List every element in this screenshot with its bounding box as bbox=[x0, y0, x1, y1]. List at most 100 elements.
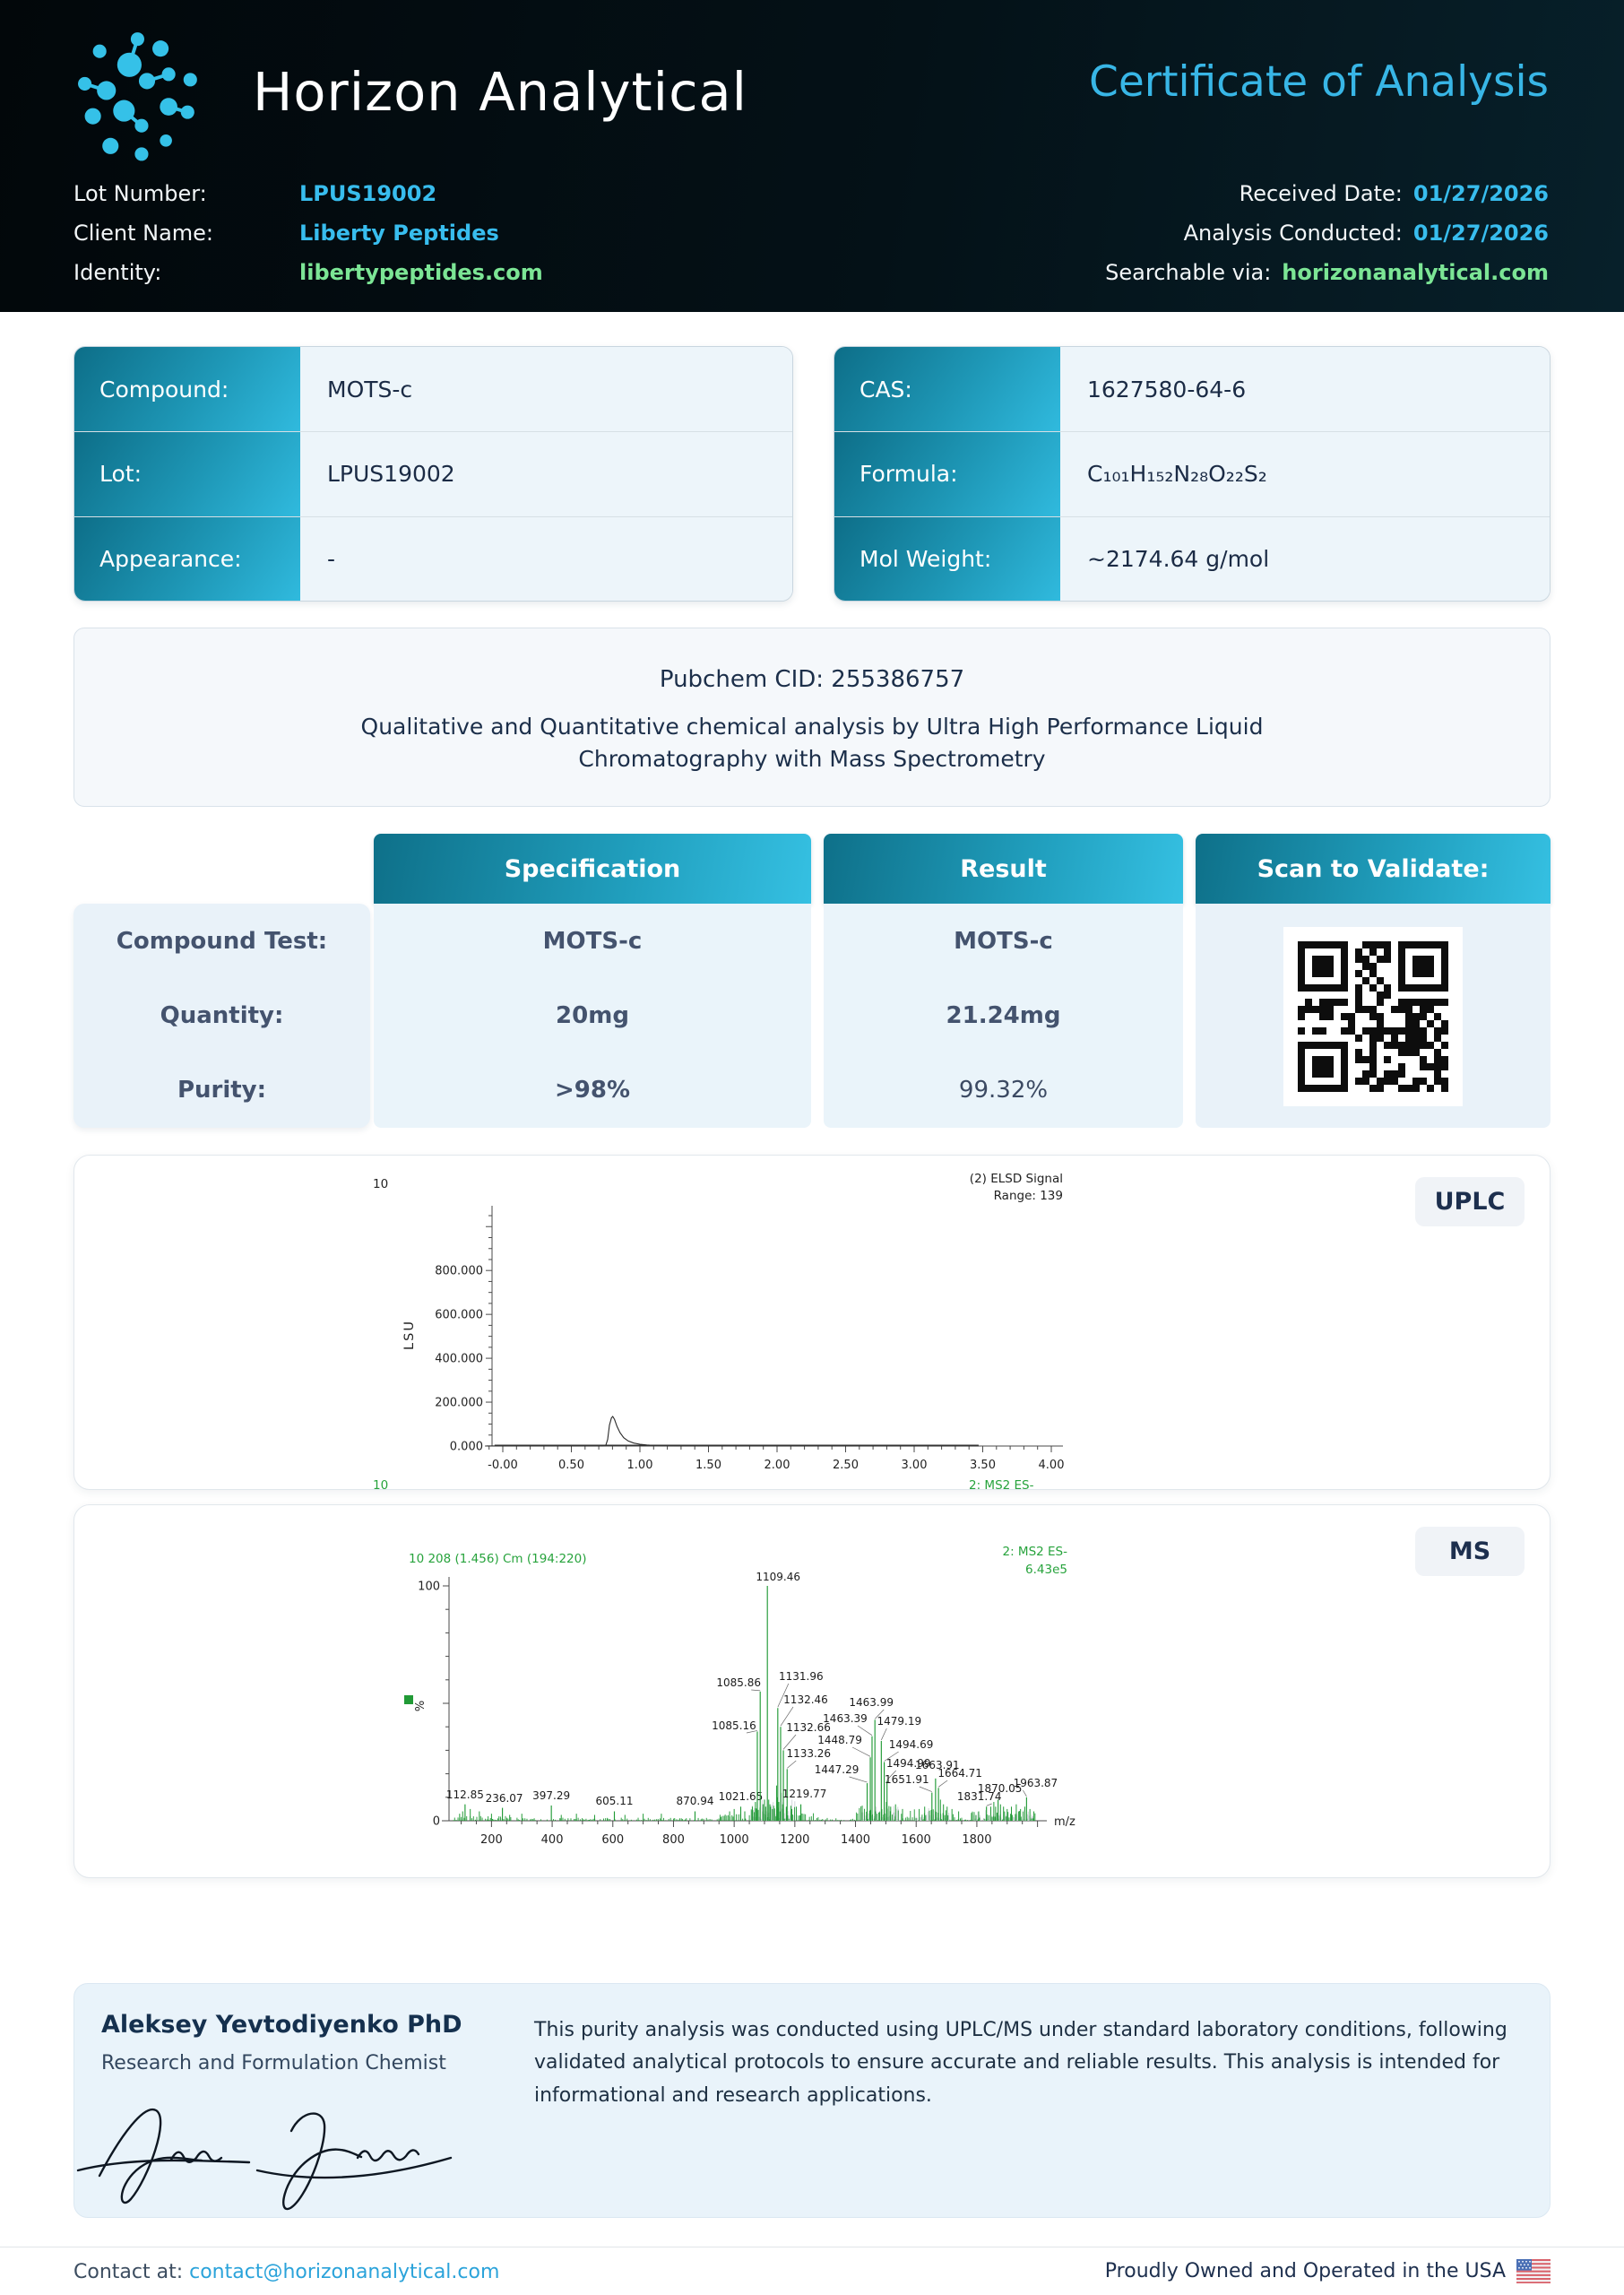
svg-text:LSU: LSU bbox=[402, 1320, 417, 1350]
svg-text:2.50: 2.50 bbox=[833, 1459, 859, 1472]
svg-text:1663.91: 1663.91 bbox=[915, 1759, 960, 1771]
svg-text:600.000: 600.000 bbox=[435, 1309, 483, 1322]
received-date-value: 01/27/2026 bbox=[1412, 181, 1549, 206]
svg-text:1200: 1200 bbox=[780, 1833, 809, 1847]
contact-email-link[interactable]: contact@horizonanalytical.com bbox=[189, 2261, 500, 2283]
svg-text:3.50: 3.50 bbox=[970, 1459, 996, 1472]
svg-text:10: 10 bbox=[373, 1177, 388, 1191]
header: Horizon Analytical Certificate of Analys… bbox=[0, 0, 1624, 312]
svg-text:200: 200 bbox=[480, 1833, 503, 1847]
lot-number-row: Lot Number: LPUS19002 bbox=[73, 174, 543, 213]
pubchem-box: Pubchem CID: 255386757 Qualitative and Q… bbox=[73, 628, 1551, 807]
spec-purity: >98% bbox=[554, 1077, 631, 1104]
validation-qr-code bbox=[1283, 927, 1463, 1106]
svg-text:1132.66: 1132.66 bbox=[786, 1721, 831, 1734]
svg-text:1651.91: 1651.91 bbox=[885, 1773, 929, 1786]
svg-text:1494.69: 1494.69 bbox=[889, 1738, 934, 1751]
svg-text:4.00: 4.00 bbox=[1039, 1459, 1065, 1472]
analysis-date-row: Analysis Conducted: 01/27/2026 bbox=[1105, 213, 1549, 253]
svg-text:1109.46: 1109.46 bbox=[756, 1571, 800, 1583]
svg-text:2: MS2 ES-: 2: MS2 ES- bbox=[1003, 1545, 1068, 1559]
appearance-label: Appearance: bbox=[74, 516, 300, 601]
svg-text:1133.26: 1133.26 bbox=[786, 1747, 831, 1760]
cas-value: 1627580-64-6 bbox=[1060, 347, 1550, 432]
svg-text:1131.96: 1131.96 bbox=[779, 1670, 824, 1683]
svg-text:1463.99: 1463.99 bbox=[849, 1696, 894, 1709]
mol-weight-label: Mol Weight: bbox=[834, 516, 1060, 601]
svg-text:-0.00: -0.00 bbox=[488, 1459, 518, 1472]
svg-text:1132.46: 1132.46 bbox=[783, 1693, 828, 1706]
formula-label: Formula: bbox=[834, 432, 1060, 516]
appearance-value: - bbox=[300, 516, 792, 601]
svg-text:1085.86: 1085.86 bbox=[716, 1676, 761, 1689]
svg-text:800.000: 800.000 bbox=[435, 1265, 483, 1278]
result-quantity: 21.24mg bbox=[946, 1001, 1061, 1029]
chemist-role: Research and Formulation Chemist bbox=[101, 2052, 446, 2074]
identity-value: libertypeptides.com bbox=[299, 260, 543, 285]
spec-values-column: MOTS-c 20mg >98% bbox=[374, 904, 811, 1128]
lot-label: Lot: bbox=[74, 432, 300, 516]
svg-text:1000: 1000 bbox=[720, 1833, 749, 1847]
identity-row: Identity: libertypeptides.com bbox=[73, 253, 543, 292]
client-name-label: Client Name: bbox=[73, 221, 213, 246]
spec-header-scan: Scan to Validate: bbox=[1196, 834, 1551, 904]
svg-text:1494.99: 1494.99 bbox=[886, 1757, 931, 1770]
searchable-label: Searchable via: bbox=[1105, 260, 1272, 285]
chemistry-info-table: CAS: 1627580-64-6 Formula: C₁₀₁H₁₅₂N₂₈O₂… bbox=[834, 346, 1551, 602]
chemist-name: Aleksey Yevtodiyenko PhD bbox=[101, 2011, 462, 2039]
table-row: Lot: LPUS19002 bbox=[74, 431, 792, 516]
compound-info-table: Compound: MOTS-c Lot: LPUS19002 Appearan… bbox=[73, 346, 793, 602]
identity-label: Identity: bbox=[73, 260, 162, 285]
svg-text:6.43e5: 6.43e5 bbox=[1025, 1563, 1067, 1577]
svg-text:10 208 (1.456) Cm (194:220): 10 208 (1.456) Cm (194:220) bbox=[409, 1552, 587, 1566]
uplc-badge: UPLC bbox=[1415, 1177, 1525, 1226]
svg-text:0.000: 0.000 bbox=[450, 1441, 483, 1454]
signature bbox=[76, 2108, 453, 2211]
svg-text:2: MS2 ES-: 2: MS2 ES- bbox=[969, 1478, 1034, 1490]
lot-number-label: Lot Number: bbox=[73, 181, 207, 206]
svg-text:1800: 1800 bbox=[962, 1833, 991, 1847]
signature-card: Aleksey Yevtodiyenko PhD Research and Fo… bbox=[73, 1983, 1551, 2218]
svg-text:0.50: 0.50 bbox=[558, 1459, 584, 1472]
svg-text:1.00: 1.00 bbox=[627, 1459, 653, 1472]
client-name-row: Client Name: Liberty Peptides bbox=[73, 213, 543, 253]
contact-label: Contact at: bbox=[73, 2261, 190, 2283]
compound-test-label: Compound Test: bbox=[116, 927, 328, 955]
client-name-value: Liberty Peptides bbox=[299, 221, 499, 246]
analysis-date-value: 01/27/2026 bbox=[1412, 221, 1549, 246]
result-purity: 99.32% bbox=[958, 1077, 1049, 1104]
brand-logo-icon bbox=[78, 32, 197, 161]
svg-text:1447.29: 1447.29 bbox=[815, 1763, 860, 1776]
result-compound-test: MOTS-c bbox=[954, 927, 1053, 955]
ms-chart-card: 10 208 (1.456) Cm (194:220) 2: MS2 ES- 6.4… bbox=[73, 1504, 1551, 1878]
header-meta-left: Lot Number: LPUS19002 Client Name: Liberty… bbox=[73, 174, 543, 292]
pubchem-cid: Pubchem CID: 255386757 bbox=[659, 666, 965, 693]
received-date-label: Received Date: bbox=[1239, 181, 1403, 206]
svg-text:m/z: m/z bbox=[1054, 1815, 1075, 1829]
disclaimer-text: This purity analysis was conducted using… bbox=[534, 2019, 1507, 2107]
ms-badge: MS bbox=[1415, 1527, 1525, 1576]
table-row: CAS: 1627580-64-6 bbox=[834, 347, 1550, 432]
analysis-date-label: Analysis Conducted: bbox=[1183, 221, 1403, 246]
header-meta-right: Received Date: 01/27/2026 Analysis Conduc… bbox=[1105, 174, 1549, 292]
svg-text:400: 400 bbox=[541, 1833, 564, 1847]
spec-compound-test: MOTS-c bbox=[542, 927, 643, 955]
svg-text:400.000: 400.000 bbox=[435, 1353, 483, 1366]
svg-text:1963.87: 1963.87 bbox=[1014, 1777, 1058, 1789]
svg-text:1600: 1600 bbox=[902, 1833, 931, 1847]
footer-contact: Contact at: contact@horizonanalytical.co… bbox=[73, 2261, 499, 2283]
lot-number-value: LPUS19002 bbox=[299, 181, 437, 206]
svg-text:200.000: 200.000 bbox=[435, 1397, 483, 1410]
table-row: Compound: MOTS-c bbox=[74, 347, 792, 432]
svg-text:1219.77: 1219.77 bbox=[782, 1788, 827, 1800]
spec-row-labels: Compound Test: Quantity: Purity: bbox=[73, 904, 370, 1128]
svg-text:1448.79: 1448.79 bbox=[817, 1734, 862, 1746]
svg-text:0: 0 bbox=[433, 1815, 440, 1829]
mol-weight-value: ~2174.64 g/mol bbox=[1060, 516, 1550, 601]
svg-text:1.50: 1.50 bbox=[695, 1459, 721, 1472]
svg-text:1400: 1400 bbox=[841, 1833, 870, 1847]
table-row: Mol Weight: ~2174.64 g/mol bbox=[834, 515, 1550, 601]
svg-text:397.29: 397.29 bbox=[532, 1789, 570, 1802]
analysis-description: Qualitative and Quantitative chemical an… bbox=[360, 714, 1264, 773]
cas-label: CAS: bbox=[834, 347, 1060, 432]
